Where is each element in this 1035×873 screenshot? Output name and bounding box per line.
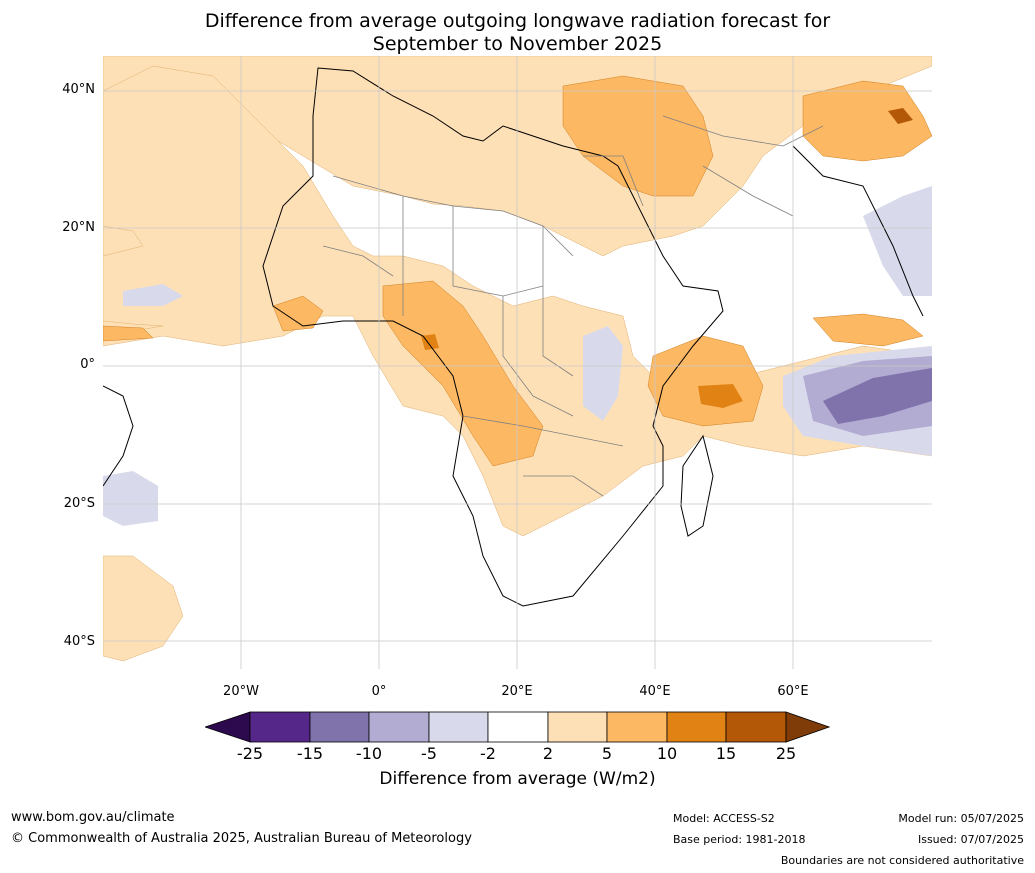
title-line-1: Difference from average outgoing longwav… xyxy=(204,10,831,32)
colorbar-bin-6 xyxy=(547,711,608,743)
lon-label-0: 0° xyxy=(371,684,387,699)
colorbar-extend-high xyxy=(785,711,831,743)
colorbar-bin-7 xyxy=(606,711,668,743)
lon-label-20w: 20°W xyxy=(223,684,259,699)
title-line-2: September to November 2025 xyxy=(372,33,663,55)
colorbar-bin-4 xyxy=(428,711,489,743)
anomaly-10-15 xyxy=(421,334,743,408)
colorbar-tick: 25 xyxy=(775,744,797,763)
colorbar-bin-9 xyxy=(725,711,787,743)
colorbar-tick: -10 xyxy=(355,744,383,763)
colorbar-tick: -2 xyxy=(480,744,496,763)
chart-title: Difference from average outgoing longwav… xyxy=(0,10,1035,56)
footer-model-run: Model run: 05/07/2025 xyxy=(898,812,1024,825)
colorbar-tick: 10 xyxy=(656,744,678,763)
footer-copyright: © Commonwealth of Australia 2025, Austra… xyxy=(11,831,472,846)
footer-disclaimer: Boundaries are not considered authoritat… xyxy=(780,854,1024,867)
colorbar-tick: 2 xyxy=(542,744,554,763)
lon-label-60e: 60°E xyxy=(777,684,809,699)
country-borders xyxy=(322,115,824,497)
lat-label-40n: 40°N xyxy=(62,82,95,97)
colorbar-extend-low xyxy=(203,711,251,743)
footer-base-period: Base period: 1981-2018 xyxy=(673,833,806,846)
coastlines xyxy=(103,67,924,607)
footer-url[interactable]: www.bom.gov.au/climate xyxy=(11,810,175,825)
lat-label-0: 0° xyxy=(80,357,95,372)
lat-label-40s: 40°S xyxy=(63,634,95,649)
colorbar-svg xyxy=(203,711,831,743)
colorbar-label: Difference from average (W/m2) xyxy=(379,769,656,789)
gridlines xyxy=(103,56,932,669)
colorbar-tick: -15 xyxy=(296,744,324,763)
colorbar-tick: -5 xyxy=(421,744,437,763)
footer-issued: Issued: 07/07/2025 xyxy=(917,833,1024,846)
colorbar-tick: 15 xyxy=(715,744,737,763)
anomaly-neg-10-15 xyxy=(823,368,932,424)
colorbar-bin-5 xyxy=(487,711,549,743)
lat-label-20n: 20°N xyxy=(62,220,95,235)
colorbar-bin-3 xyxy=(368,711,430,743)
lon-label-20e: 20°E xyxy=(501,684,533,699)
lat-label-20s: 20°S xyxy=(63,496,95,511)
colorbar-bin-2 xyxy=(309,711,370,743)
lon-label-40e: 40°E xyxy=(639,684,671,699)
map-panel xyxy=(103,56,932,669)
colorbar-tick: -25 xyxy=(236,744,264,763)
map-svg xyxy=(103,56,932,669)
colorbar-bin-1 xyxy=(249,711,311,743)
colorbar-tick: 5 xyxy=(601,744,613,763)
colorbar-bin-8 xyxy=(666,711,727,743)
colorbar xyxy=(203,711,831,747)
anomaly-15-25 xyxy=(888,108,913,124)
footer-model: Model: ACCESS-S2 xyxy=(673,812,775,825)
